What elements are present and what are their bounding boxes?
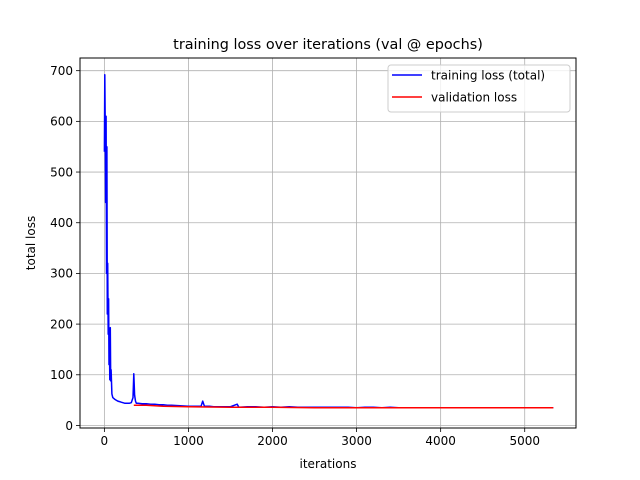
x-tick-label-3: 3000 [341,434,372,448]
grid [80,58,576,428]
y-tick-label-5: 500 [50,165,73,179]
y-tick-label-6: 600 [50,115,73,129]
legend: training loss (total) validation loss [387,64,571,113]
ticks: 0 1000 2000 3000 4000 5000 0 100 200 300 400 500 600… [50,64,540,448]
x-axis-label: iterations [300,457,357,471]
legend-box [387,64,571,113]
y-tick-label-3: 300 [50,267,73,281]
y-tick-label-4: 400 [50,216,73,230]
x-tick-label-0: 0 [101,434,109,448]
series-line-1 [133,404,554,409]
x-tick-label-2: 2000 [257,434,288,448]
y-tick-label-0: 0 [65,419,73,433]
legend-label-0: training loss (total) [431,69,545,83]
y-tick-label-2: 200 [50,317,73,331]
y-axis-label: total loss [24,216,38,270]
x-tick-label-4: 4000 [425,434,456,448]
legend-label-1: validation loss [431,91,517,105]
chart-title: training loss over iterations (val @ epo… [173,37,483,53]
series-group [103,73,554,409]
plot-area-frame [79,57,577,429]
y-tick-label-1: 100 [50,368,73,382]
y-tick-label-7: 700 [50,64,73,78]
x-tick-label-1: 1000 [173,434,204,448]
x-tick-label-5: 5000 [509,434,540,448]
